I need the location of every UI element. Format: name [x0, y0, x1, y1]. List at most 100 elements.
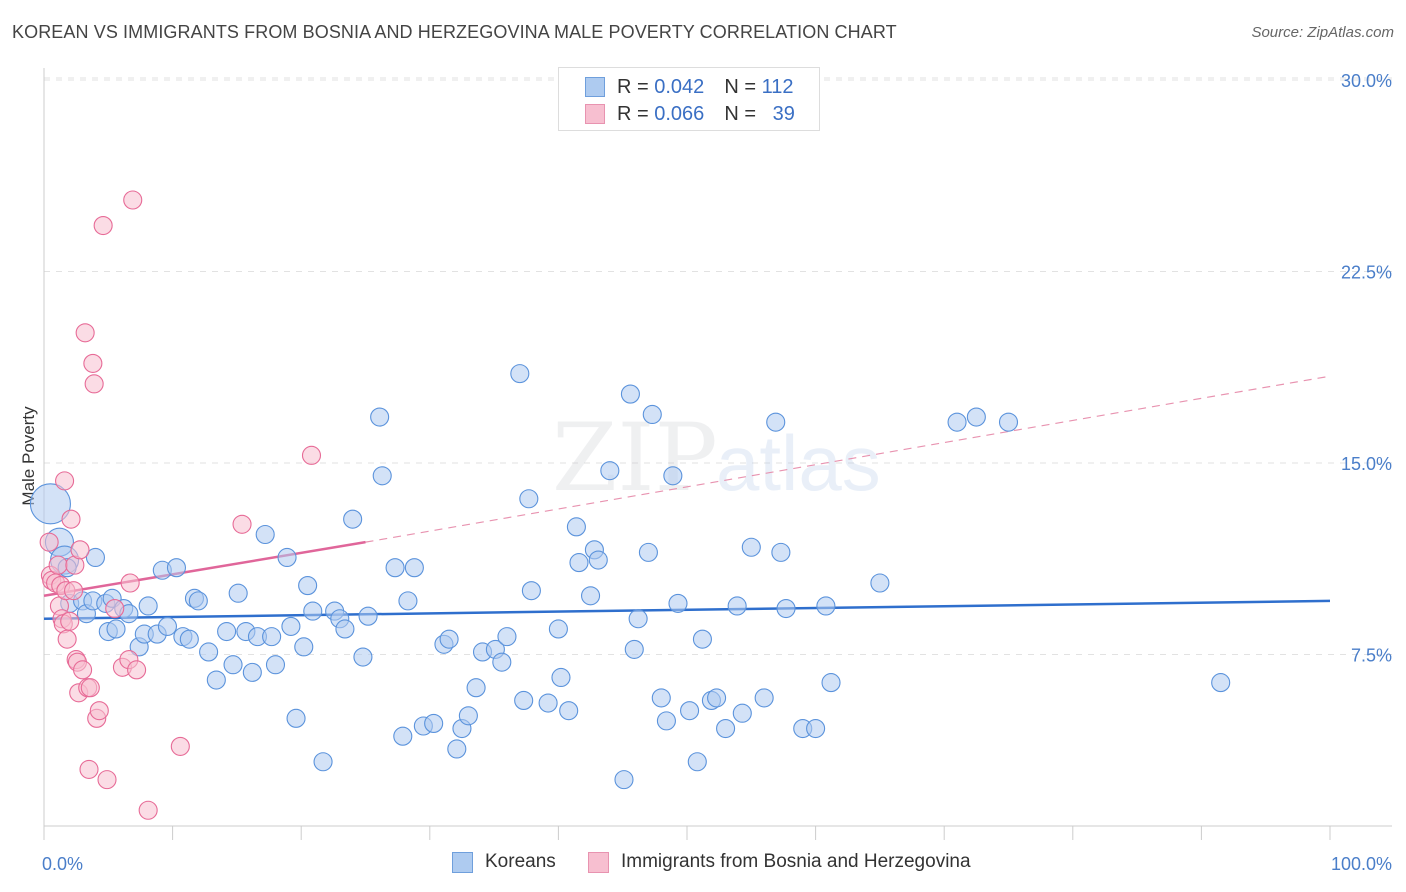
korean-point: [806, 718, 826, 739]
korean-point: [668, 593, 688, 613]
korean-point: [294, 637, 314, 657]
bosnia-point: [301, 445, 322, 465]
korean-point: [447, 739, 467, 759]
bosnia-point: [93, 215, 113, 236]
korean-point: [466, 678, 486, 698]
korean-point: [816, 596, 836, 616]
korean-point: [727, 596, 747, 616]
korean-point: [385, 558, 405, 578]
korean-point: [228, 583, 248, 603]
korean-point: [638, 542, 658, 562]
korean-point: [569, 553, 589, 573]
bosnia-point: [64, 581, 84, 601]
bosnia-point: [105, 598, 125, 619]
bosnia-point: [127, 660, 147, 680]
korean-point: [179, 629, 199, 649]
korean-point: [776, 598, 796, 619]
legend-r-value: 0.066: [654, 102, 705, 125]
korean-point: [642, 404, 662, 425]
bottom-legend-swatch-bosnia: [588, 851, 609, 873]
korean-point: [998, 412, 1019, 432]
korean-point: [519, 489, 539, 509]
bosnia-point: [79, 759, 99, 779]
watermark-atlas: atlas: [716, 419, 881, 507]
y-tick-label: 22.5%: [1341, 263, 1392, 283]
korean-point: [620, 384, 640, 404]
y-axis-label: Male Poverty: [19, 406, 38, 506]
korean-point: [588, 550, 608, 570]
korean-point: [223, 655, 243, 675]
bosnia-point: [70, 540, 90, 560]
chart-source: Source: ZipAtlas.com: [1251, 24, 1394, 41]
korean-point: [656, 711, 676, 731]
korean-point: [766, 412, 786, 432]
gridlines: [44, 77, 1392, 655]
legend-n-label: N =: [724, 75, 756, 98]
korean-point: [188, 591, 208, 611]
bottom-legend-swatch-koreans: [452, 851, 473, 873]
legend-r-label: R =: [617, 102, 649, 125]
legend-n-value: 39: [772, 102, 795, 125]
korean-point: [277, 547, 297, 568]
bosnia-point: [75, 323, 95, 343]
korean-point: [303, 601, 323, 621]
korean-point: [206, 670, 226, 690]
bottom-legend-bosnia: Immigrants from Bosnia and Herzegovina: [588, 851, 971, 873]
watermark: ZIP atlas: [552, 404, 881, 513]
legend-r-value: 0.042: [654, 75, 705, 98]
korean-point: [217, 621, 237, 642]
bosnia-point: [123, 190, 143, 210]
watermark-zip: ZIP: [552, 404, 718, 513]
bosnia-point: [73, 660, 93, 680]
korean-point: [624, 639, 644, 659]
korean-point: [138, 596, 158, 616]
korean-point: [255, 524, 275, 545]
bosnia-point: [84, 374, 104, 394]
data-points: [29, 190, 1231, 820]
korean-point: [85, 547, 105, 568]
korean-point: [614, 770, 634, 790]
korean-point: [538, 693, 558, 713]
bosnia-point: [138, 800, 158, 820]
korean-point: [870, 573, 890, 593]
korean-point: [741, 537, 761, 557]
korean-point: [398, 591, 418, 611]
korean-point: [771, 542, 791, 562]
korean-point: [335, 619, 355, 639]
korean-point: [262, 627, 282, 647]
y-tick-label: 7.5%: [1351, 646, 1392, 666]
bottom-legend-label-koreans: Koreans: [485, 851, 556, 872]
korean-point: [286, 708, 306, 728]
legend-r-label: R =: [617, 75, 649, 98]
korean-point: [29, 483, 71, 525]
bosnia-point: [97, 770, 117, 790]
legend-swatch-koreans: [585, 77, 605, 97]
bottom-legend-koreans: Koreans: [452, 851, 556, 873]
korean-point: [393, 726, 413, 746]
bosnia-point: [170, 736, 190, 756]
korean-point: [199, 642, 219, 662]
bosnia-point: [61, 509, 81, 529]
korean-point: [106, 619, 126, 639]
bosnia-point: [60, 611, 80, 631]
y-tick-labels: 7.5% 15.0% 22.5% 30.0%: [1341, 71, 1392, 666]
bosnia-point: [80, 678, 100, 698]
x-tick-labels: 0.0% 100.0%: [42, 854, 1392, 874]
korean-point: [510, 364, 530, 384]
korean-point: [707, 688, 727, 708]
korean-point: [372, 466, 392, 486]
korean-point: [157, 616, 178, 636]
chart-title: KOREAN VS IMMIGRANTS FROM BOSNIA AND HER…: [12, 22, 897, 42]
bosnia-point: [232, 514, 252, 534]
y-tick-label: 30.0%: [1341, 71, 1392, 91]
korean-point: [298, 576, 318, 596]
korean-point: [559, 701, 579, 721]
korean-point: [166, 558, 187, 578]
korean-point: [353, 647, 373, 667]
legend-n-value: 112: [761, 75, 794, 98]
korean-point: [663, 466, 683, 486]
trend-line-bosnia-extension: [365, 375, 1331, 543]
korean-point: [358, 606, 378, 626]
korean-point: [514, 690, 534, 711]
korean-point: [458, 706, 478, 726]
